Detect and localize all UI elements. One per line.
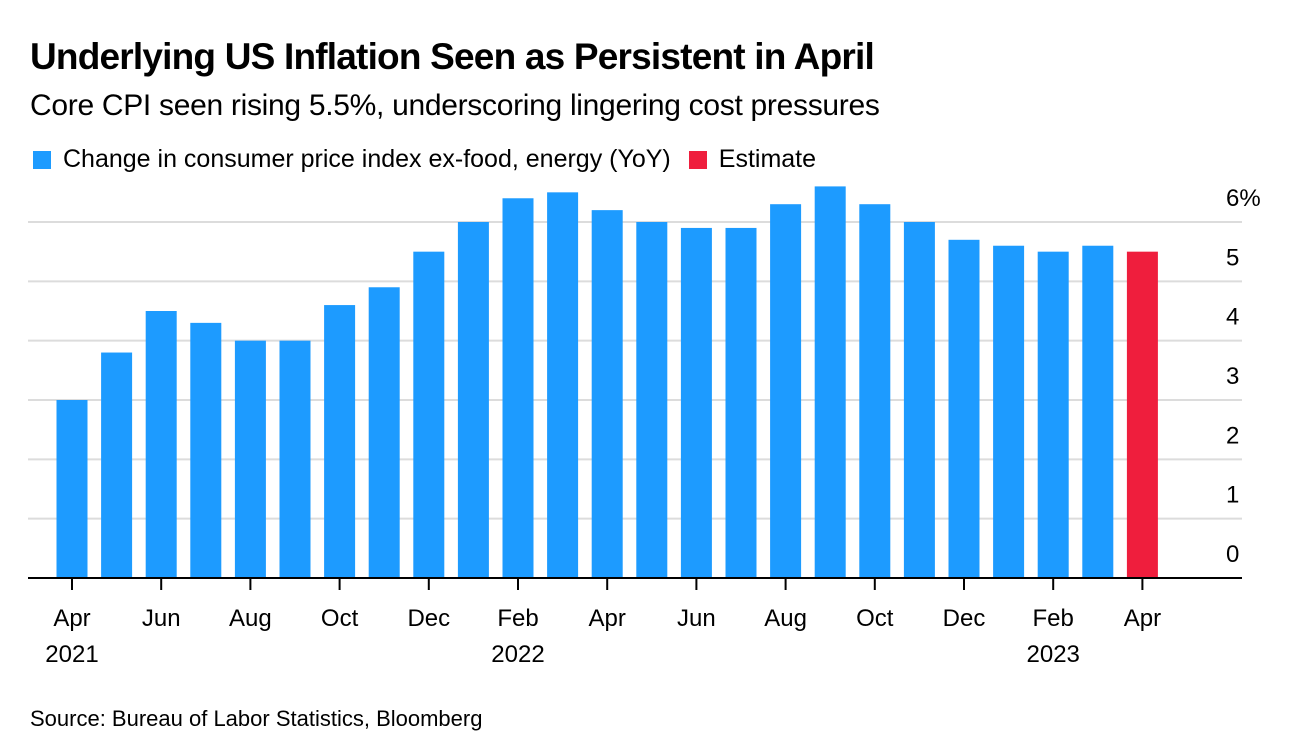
bar xyxy=(859,204,891,578)
y-tick-label: 3 xyxy=(1226,363,1239,390)
x-tick-label: Oct xyxy=(856,605,894,632)
legend-label-cpi: Change in consumer price index ex-food, … xyxy=(63,145,671,173)
bar xyxy=(56,400,88,578)
bars xyxy=(56,186,1158,579)
x-tick-label: Oct xyxy=(321,605,359,632)
x-tick-label: Apr xyxy=(53,605,90,632)
legend-label-estimate: Estimate xyxy=(718,145,817,173)
bar xyxy=(814,186,846,578)
y-tick-label: 2 xyxy=(1226,422,1239,449)
x-tick-label: Feb xyxy=(1033,605,1074,632)
y-tick-label: 6% xyxy=(1226,185,1261,212)
legend-item-estimate: Estimate xyxy=(688,145,817,174)
bar xyxy=(190,322,222,578)
bar xyxy=(234,340,266,578)
chart-subtitle: Core CPI seen rising 5.5%, underscoring … xyxy=(30,89,880,122)
y-tick-label: 1 xyxy=(1226,482,1239,509)
y-axis-labels: 0 1 2 3 4 5 6% xyxy=(1226,185,1261,568)
bar xyxy=(279,340,311,578)
x-tick-label: Dec xyxy=(407,605,450,632)
source-note: Source: Bureau of Labor Statistics, Bloo… xyxy=(30,706,483,731)
x-tick-year-label: 2022 xyxy=(491,641,544,668)
x-tick-label: Aug xyxy=(229,605,272,632)
legend: Change in consumer price index ex-food, … xyxy=(33,145,834,174)
bar xyxy=(145,311,177,578)
x-tick-label: Dec xyxy=(943,605,986,632)
bar xyxy=(770,204,802,578)
x-tick-label: Apr xyxy=(589,605,626,632)
bar xyxy=(636,222,668,578)
bar xyxy=(457,222,489,578)
bar xyxy=(547,192,579,579)
x-tick-year-label: 2023 xyxy=(1027,641,1080,668)
legend-swatch-cpi xyxy=(33,150,51,169)
bar xyxy=(903,222,935,578)
bar xyxy=(993,245,1025,578)
x-tick-label: Jun xyxy=(677,605,716,632)
bar xyxy=(324,305,356,578)
x-tick-label: Jun xyxy=(142,605,181,632)
bar xyxy=(680,227,712,578)
bar xyxy=(502,198,534,578)
bar xyxy=(725,227,757,578)
legend-swatch-estimate xyxy=(688,150,707,169)
legend-item-cpi: Change in consumer price index ex-food, … xyxy=(33,145,671,174)
bar-estimate xyxy=(1126,251,1158,578)
y-tick-label: 4 xyxy=(1226,304,1239,331)
x-tick-year-label: 2021 xyxy=(45,641,98,668)
bar xyxy=(1082,245,1114,578)
y-tick-label: 0 xyxy=(1226,541,1239,568)
x-axis: Apr 2021 Jun Aug Oct Dec Feb 2022 Apr Jun Aug Oct De… xyxy=(28,577,1242,668)
bar xyxy=(948,239,980,579)
bar xyxy=(368,287,400,578)
bar xyxy=(101,352,133,578)
y-tick-label: 5 xyxy=(1226,244,1239,271)
bar xyxy=(1037,251,1069,578)
x-tick-label: Apr xyxy=(1124,605,1161,632)
x-tick-label: Aug xyxy=(764,605,807,632)
chart-title: Underlying US Inflation Seen as Persiste… xyxy=(30,36,875,77)
bar xyxy=(591,210,623,578)
bar xyxy=(413,251,445,578)
x-tick-label: Feb xyxy=(497,605,538,632)
